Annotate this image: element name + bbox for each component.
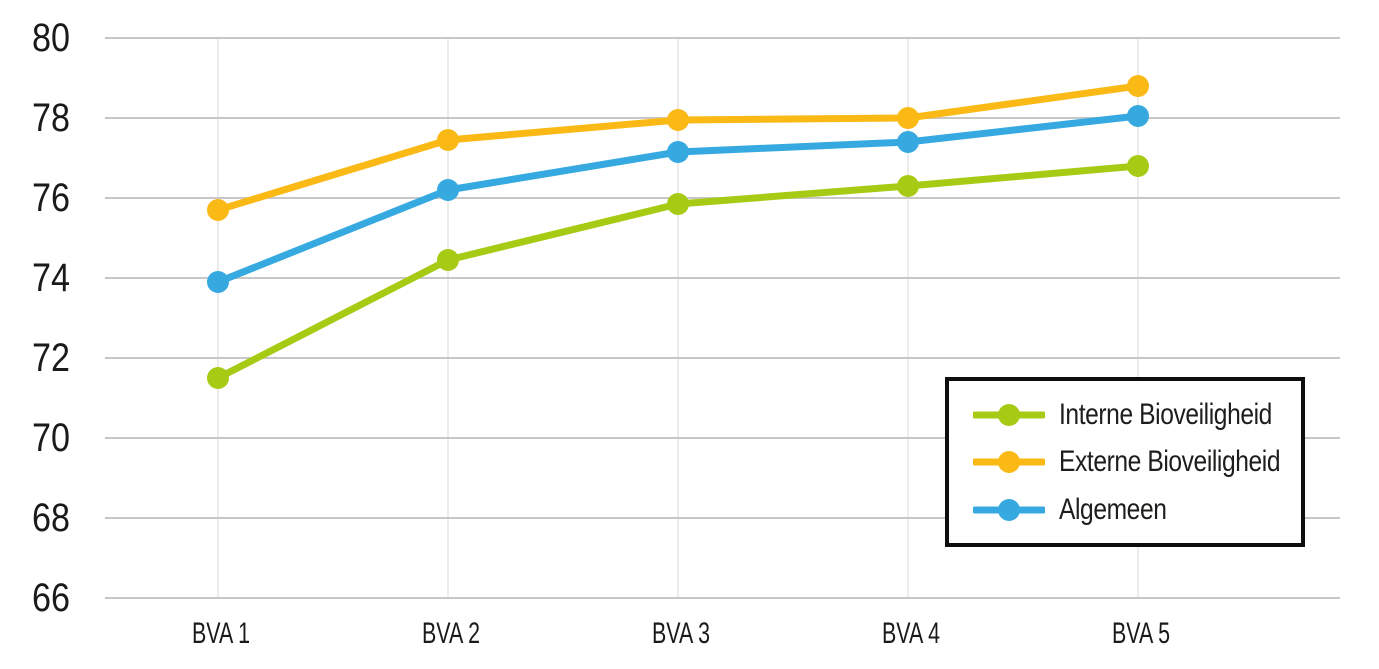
- y-axis-tick-label: 70: [32, 416, 70, 460]
- y-axis-tick-label: 78: [32, 96, 70, 140]
- y-axis-tick-label: 74: [32, 256, 70, 300]
- legend-item-externe-bioveiligheid: Externe Bioveiligheid: [973, 442, 1301, 482]
- data-point-externe-bioveiligheid: [667, 109, 689, 131]
- legend: Interne Bioveiligheid Externe Bioveiligh…: [945, 377, 1305, 547]
- data-point-interne-bioveiligheid: [207, 367, 229, 389]
- legend-label: Interne Bioveiligheid: [1059, 397, 1272, 431]
- data-point-algemeen: [207, 271, 229, 293]
- legend-label: Externe Bioveiligheid: [1059, 445, 1281, 478]
- data-point-externe-bioveiligheid: [1127, 75, 1149, 97]
- x-axis-tick-label: BVA 4: [882, 617, 940, 650]
- data-point-algemeen: [437, 179, 459, 201]
- x-axis-tick-label: BVA 1: [192, 617, 250, 650]
- legend-item-algemeen: Algemeen: [973, 490, 1301, 530]
- y-axis-tick-label: 76: [32, 176, 70, 220]
- data-point-interne-bioveiligheid: [1127, 155, 1149, 177]
- legend-label: Algemeen: [1059, 492, 1167, 526]
- data-point-interne-bioveiligheid: [667, 193, 689, 215]
- data-point-algemeen: [667, 141, 689, 163]
- legend-line-dot-icon: [973, 451, 1045, 473]
- y-axis-tick-label: 72: [32, 336, 70, 380]
- data-point-externe-bioveiligheid: [207, 199, 229, 221]
- data-point-externe-bioveiligheid: [437, 129, 459, 151]
- y-axis-tick-label: 66: [32, 576, 70, 620]
- data-point-algemeen: [1127, 105, 1149, 127]
- data-point-externe-bioveiligheid: [897, 107, 919, 129]
- x-axis-tick-label: BVA 5: [1112, 617, 1170, 650]
- y-axis-tick-label: 68: [32, 496, 70, 540]
- y-axis-tick-label: 80: [32, 16, 70, 60]
- legend-line-dot-icon: [973, 498, 1045, 521]
- legend-item-interne-bioveiligheid: Interne Bioveiligheid: [973, 395, 1301, 435]
- data-point-algemeen: [897, 131, 919, 153]
- data-point-interne-bioveiligheid: [437, 249, 459, 271]
- data-point-interne-bioveiligheid: [897, 175, 919, 197]
- legend-line-dot-icon: [973, 403, 1045, 426]
- x-axis-tick-label: BVA 2: [422, 617, 480, 650]
- x-axis-tick-label: BVA 3: [652, 617, 710, 650]
